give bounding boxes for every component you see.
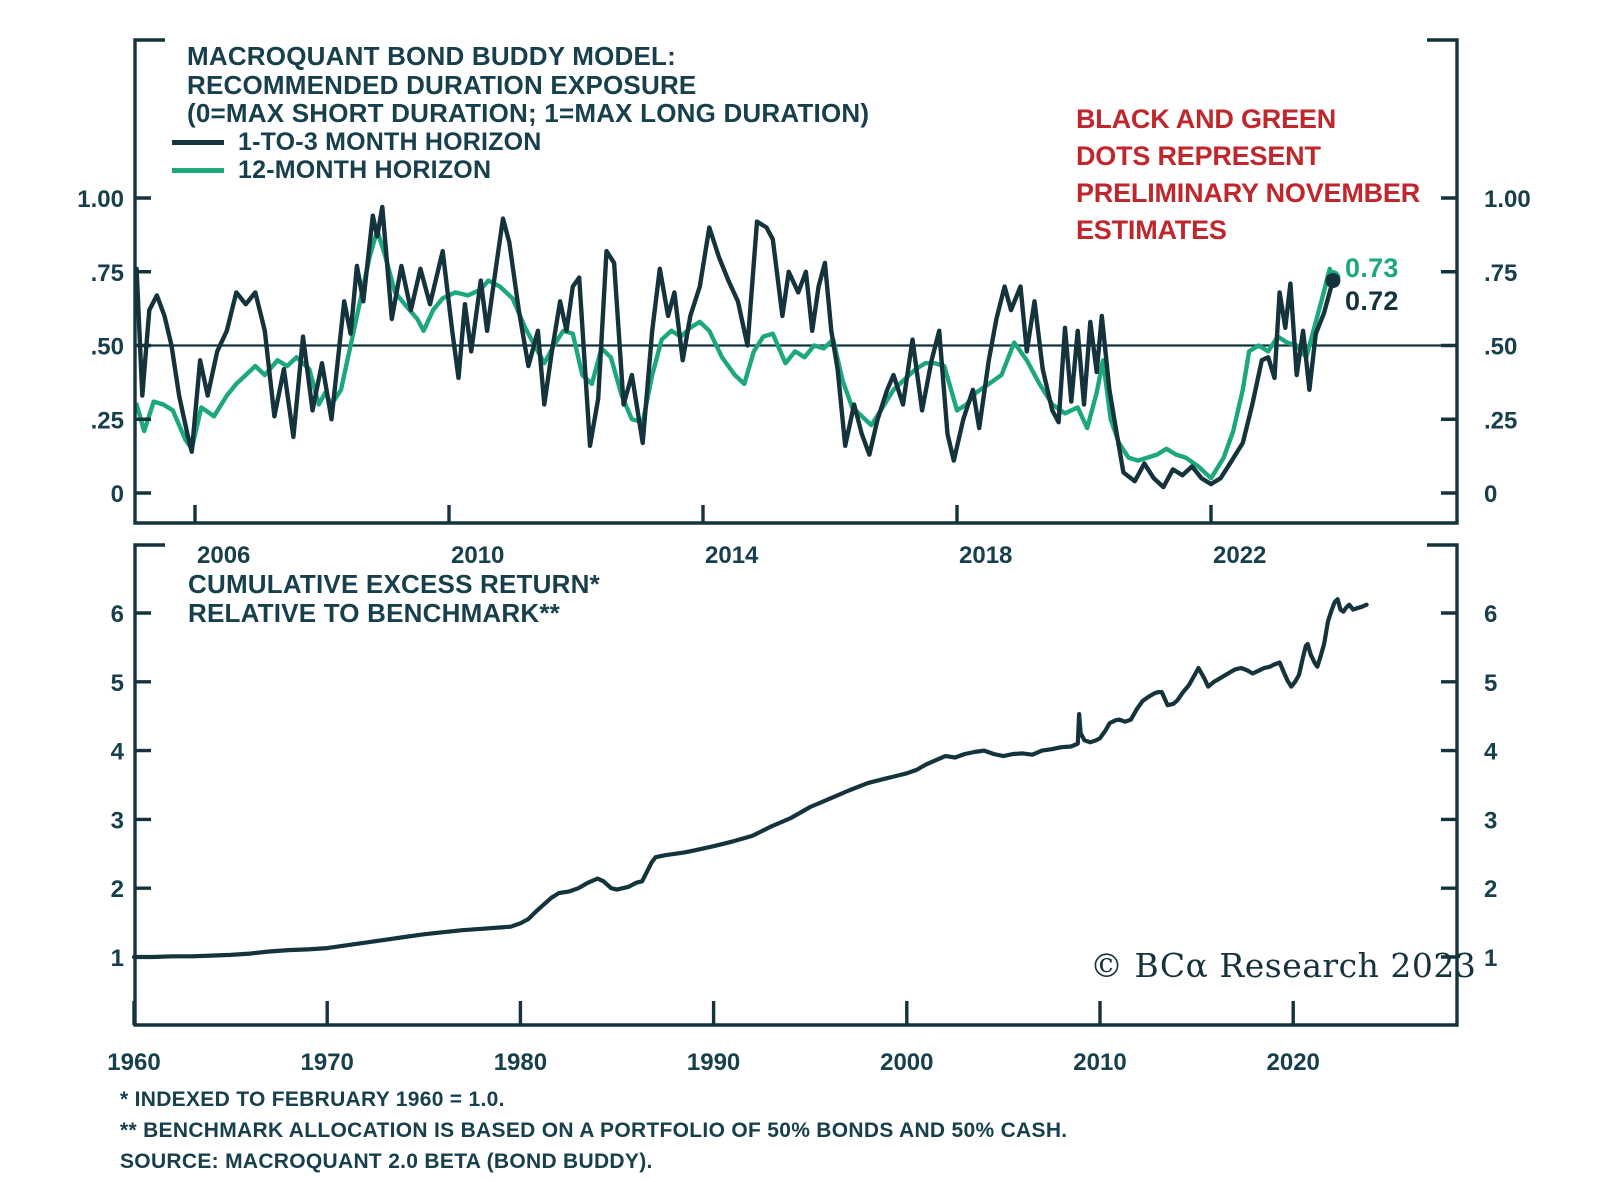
panel2-title: CUMULATIVE EXCESS RETURN* RELATIVE TO BE… bbox=[188, 570, 600, 628]
x-tick-label: 2010 bbox=[1073, 1049, 1126, 1076]
y-tick-label-left: .25 bbox=[91, 407, 124, 434]
x-tick-label: 2014 bbox=[705, 542, 759, 569]
y-tick-label-left: .75 bbox=[91, 260, 124, 287]
y-tick-label-right: 1.00 bbox=[1484, 186, 1531, 213]
x-tick-label: 2020 bbox=[1267, 1049, 1320, 1076]
x-tick-label: 2018 bbox=[959, 542, 1012, 569]
y-tick-label-left: 4 bbox=[111, 739, 125, 766]
cumulative-return-line bbox=[131, 597, 1369, 960]
annotation-line-4: ESTIMATES bbox=[1076, 215, 1227, 245]
panel1-legend: 1-TO-3 MONTH HORIZON 12-MONTH HORIZON bbox=[172, 128, 542, 184]
footnote-benchmark: ** BENCHMARK ALLOCATION IS BASED ON A PO… bbox=[120, 1119, 1068, 1142]
axis-frame bbox=[133, 38, 1459, 525]
y-tick-label-right: 1 bbox=[1484, 945, 1497, 972]
green-line-swatch-icon bbox=[172, 167, 224, 173]
footnotes: * INDEXED TO FEBRUARY 1960 = 1.0. ** BEN… bbox=[120, 1084, 1067, 1177]
x-tick-label: 1990 bbox=[687, 1049, 740, 1076]
y-tick-label-left: 0 bbox=[111, 481, 124, 508]
y-tick-label-right: .50 bbox=[1484, 334, 1517, 361]
y-tick-label-left: 6 bbox=[111, 601, 124, 628]
x-tick-label: 2000 bbox=[880, 1049, 933, 1076]
black-estimate-dot bbox=[1325, 273, 1341, 289]
legend-item-12-month: 12-MONTH HORIZON bbox=[172, 156, 542, 184]
footnote-indexed: * INDEXED TO FEBRUARY 1960 = 1.0. bbox=[120, 1088, 505, 1111]
x-tick-label: 2006 bbox=[197, 542, 250, 569]
dark-line-swatch-icon bbox=[172, 139, 224, 145]
x-tick-label: 2022 bbox=[1213, 542, 1266, 569]
legend-item-1to3-month: 1-TO-3 MONTH HORIZON bbox=[172, 128, 542, 156]
legend-label-1to3-month: 1-TO-3 MONTH HORIZON bbox=[238, 127, 542, 156]
y-tick-label-left: .50 bbox=[91, 334, 124, 361]
bca-research-watermark: © BCα Research 2023 bbox=[1090, 946, 1477, 985]
x-tick-label: 1970 bbox=[301, 1049, 354, 1076]
panel1-title-line-1: MACROQUANT BOND BUDDY MODEL: bbox=[187, 41, 676, 71]
y-tick-label-right: 3 bbox=[1484, 807, 1497, 834]
series-12-month-line bbox=[134, 228, 1336, 481]
annotation-line-3: PRELIMINARY NOVEMBER bbox=[1076, 178, 1421, 208]
y-tick-label-left: 1.00 bbox=[77, 186, 124, 213]
x-tick-label: 1980 bbox=[494, 1049, 547, 1076]
panel1-title-line-3: (0=MAX SHORT DURATION; 1=MAX LONG DURATI… bbox=[187, 98, 870, 128]
y-tick-label-right: .25 bbox=[1484, 407, 1517, 434]
y-tick-label-left: 5 bbox=[111, 670, 124, 697]
axis-frame bbox=[132, 543, 1459, 1027]
y-tick-label-right: 0 bbox=[1484, 481, 1497, 508]
y-tick-label-right: 6 bbox=[1484, 601, 1497, 628]
x-tick-label: 1960 bbox=[107, 1049, 160, 1076]
legend-label-12-month: 12-MONTH HORIZON bbox=[238, 155, 492, 184]
y-tick-label-left: 1 bbox=[111, 945, 124, 972]
y-tick-label-left: 2 bbox=[111, 876, 124, 903]
y-tick-label-right: .75 bbox=[1484, 260, 1517, 287]
x-tick-label: 2010 bbox=[451, 542, 504, 569]
annotation-line-1: BLACK AND GREEN bbox=[1076, 104, 1336, 134]
y-tick-label-right: 5 bbox=[1484, 670, 1497, 697]
black-dot-value-label: 0.72 bbox=[1345, 286, 1399, 316]
panel1-title: MACROQUANT BOND BUDDY MODEL: RECOMMENDED… bbox=[187, 42, 869, 128]
series-1to3-month-line bbox=[134, 204, 1336, 490]
footnote-source: SOURCE: MACROQUANT 2.0 BETA (BOND BUDDY)… bbox=[120, 1150, 653, 1173]
panel2-title-line-1: CUMULATIVE EXCESS RETURN* bbox=[188, 569, 600, 599]
green-dot-value-label: 0.73 bbox=[1345, 253, 1399, 283]
preliminary-estimates-note: BLACK AND GREEN DOTS REPRESENT PRELIMINA… bbox=[1076, 101, 1420, 249]
annotation-line-2: DOTS REPRESENT bbox=[1076, 141, 1321, 171]
y-tick-label-left: 3 bbox=[111, 807, 124, 834]
panel2-title-line-2: RELATIVE TO BENCHMARK** bbox=[188, 598, 560, 628]
panel1-title-line-2: RECOMMENDED DURATION EXPOSURE bbox=[187, 69, 697, 100]
y-tick-label-right: 4 bbox=[1484, 739, 1498, 766]
y-tick-label-right: 2 bbox=[1484, 876, 1497, 903]
